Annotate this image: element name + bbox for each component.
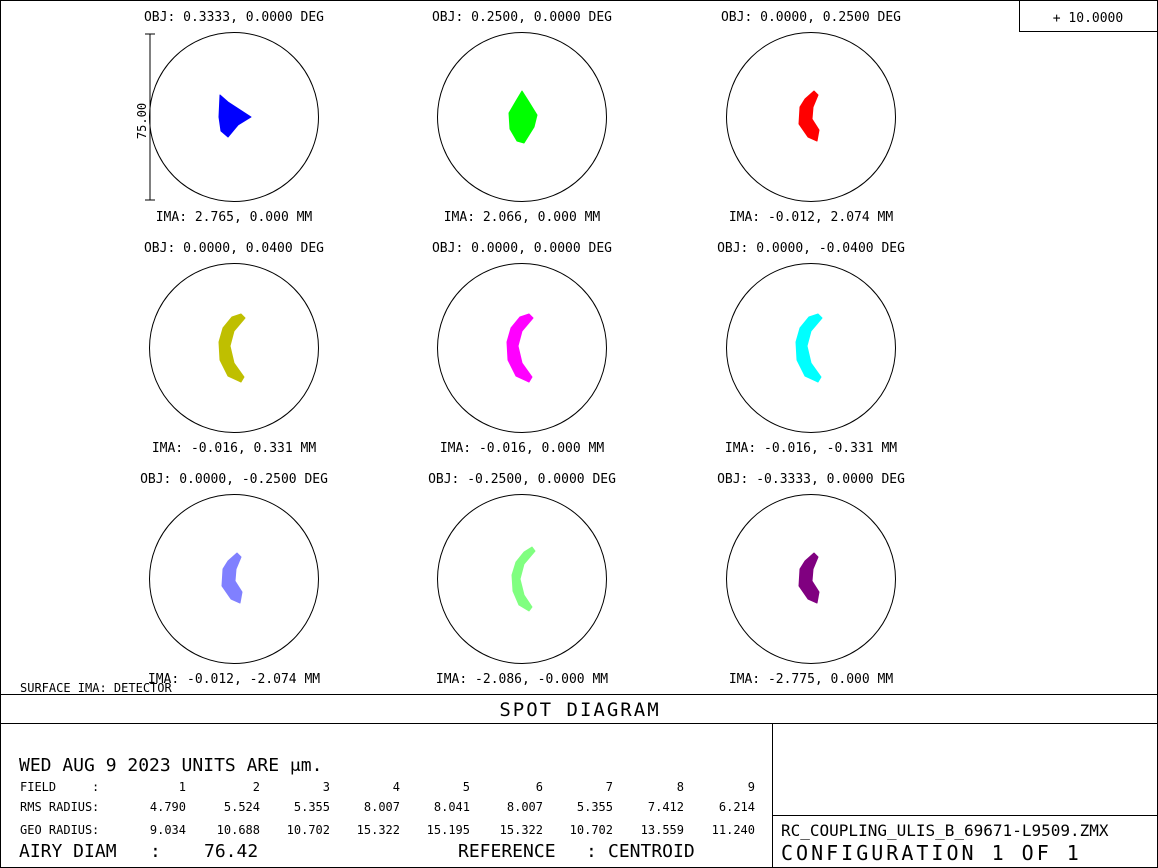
field-ima-label: IMA: -0.012, 2.074 MM: [729, 210, 894, 225]
rms-radius-value: 4.790: [150, 800, 186, 814]
airy-circle: [437, 494, 607, 664]
field-ima-label: IMA: -0.016, 0.331 MM: [152, 441, 317, 456]
configuration-label: CONFIGURATION 1 OF 1: [781, 841, 1082, 865]
field-number: 5: [463, 780, 470, 794]
airy-value: 76.42: [204, 841, 258, 862]
footer-values: 1 2 3 4 5 6 7 8 9 4.790 5.524 5.355 8.007 8.041 8.007 5…: [150, 780, 755, 837]
spot-pattern: [221, 552, 243, 604]
rms-radius-value: 5.355: [294, 800, 330, 814]
field-obj-label: OBJ: 0.0000, 0.2500 DEG: [721, 10, 901, 25]
airy-label: AIRY DIAM: [19, 841, 117, 862]
scale-box-label: + 10.0000: [1053, 11, 1123, 26]
spot-cell: OBJ: 0.0000, 0.2500 DEG IMA: -0.012, 2.07…: [721, 10, 901, 225]
airy-circle: [437, 263, 607, 433]
spot-pattern: [506, 313, 534, 383]
date-units-line: WED AUG 9 2023 UNITS ARE μm.: [19, 755, 322, 776]
field-ima-label: IMA: -0.016, 0.000 MM: [440, 441, 605, 456]
airy-colon: :: [150, 841, 161, 862]
spot-pattern: [218, 94, 252, 138]
field-row-label: FIELD: [20, 780, 56, 794]
rms-radius-value: 6.214: [719, 800, 755, 814]
geo-radius-value: 15.195: [427, 823, 470, 837]
field-number: 8: [677, 780, 684, 794]
geo-radius-value: 10.702: [287, 823, 330, 837]
geo-radius-value: 11.240: [712, 823, 755, 837]
airy-circle: [437, 32, 607, 202]
field-obj-label: OBJ: 0.2500, 0.0000 DEG: [432, 10, 612, 25]
field-ima-label: IMA: -0.016, -0.331 MM: [725, 441, 897, 456]
field-number: 7: [606, 780, 613, 794]
spot-cell: OBJ: -0.2500, 0.0000 DEG IMA: -2.086, -0.…: [428, 472, 616, 687]
field-number: 3: [323, 780, 330, 794]
spot-cell: OBJ: 0.0000, -0.2500 DEG IMA: -0.012, -2.…: [140, 472, 328, 687]
geo-radius-value: 9.034: [150, 823, 186, 837]
reference-colon: :: [586, 841, 597, 862]
rms-row-label: RMS RADIUS: [20, 800, 92, 814]
scale-bar: 75.00: [135, 33, 155, 201]
airy-circle: [726, 263, 896, 433]
lens-filename: RC_COUPLING_ULIS_B_69671-L9509.ZMX: [781, 821, 1109, 840]
field-obj-label: OBJ: -0.2500, 0.0000 DEG: [428, 472, 616, 487]
geo-radius-value: 15.322: [357, 823, 400, 837]
field-number: 4: [393, 780, 400, 794]
field-ima-label: IMA: -0.012, -2.074 MM: [148, 672, 320, 687]
scale-bar-label: 75.00: [135, 103, 149, 139]
field-ima-label: IMA: -2.775, 0.000 MM: [729, 672, 894, 687]
spot-pattern: [218, 313, 246, 383]
spot-cell: OBJ: 0.2500, 0.0000 DEG IMA: 2.066, 0.000…: [432, 10, 612, 225]
field-obj-label: OBJ: 0.3333, 0.0000 DEG: [144, 10, 324, 25]
field-obj-label: OBJ: 0.0000, -0.0400 DEG: [717, 241, 905, 256]
field-ima-label: IMA: 2.765, 0.000 MM: [156, 210, 313, 225]
plot-title: SPOT DIAGRAM: [499, 699, 660, 721]
reference-label: REFERENCE: [458, 841, 556, 862]
spot-cell: OBJ: -0.3333, 0.0000 DEG IMA: -2.775, 0.0…: [717, 472, 905, 687]
rms-radius-value: 8.007: [364, 800, 400, 814]
spot-cells: OBJ: 0.3333, 0.0000 DEG IMA: 2.765, 0.000…: [140, 10, 905, 687]
airy-circle: [149, 263, 319, 433]
rms-radius-value: 5.355: [577, 800, 613, 814]
airy-circle: [149, 494, 319, 664]
field-row-colon: :: [92, 780, 99, 794]
field-obj-label: OBJ: 0.0000, 0.0400 DEG: [144, 241, 324, 256]
field-obj-label: OBJ: 0.0000, -0.2500 DEG: [140, 472, 328, 487]
rms-radius-value: 8.007: [507, 800, 543, 814]
geo-row-colon: :: [92, 823, 99, 837]
field-obj-label: OBJ: -0.3333, 0.0000 DEG: [717, 472, 905, 487]
geo-radius-value: 13.559: [641, 823, 684, 837]
airy-circle: [726, 494, 896, 664]
field-ima-label: IMA: 2.066, 0.000 MM: [444, 210, 601, 225]
geo-radius-value: 15.322: [500, 823, 543, 837]
spot-pattern: [798, 90, 820, 142]
airy-circle: [726, 32, 896, 202]
spot-cell: OBJ: 0.3333, 0.0000 DEG IMA: 2.765, 0.000…: [144, 10, 324, 225]
rms-radius-value: 7.412: [648, 800, 684, 814]
geo-radius-value: 10.688: [217, 823, 260, 837]
reference-value: CENTROID: [608, 841, 695, 862]
rms-row-colon: :: [92, 800, 99, 814]
field-number: 1: [179, 780, 186, 794]
spot-cell: OBJ: 0.0000, 0.0000 DEG IMA: -0.016, 0.00…: [432, 241, 612, 456]
spot-pattern: [795, 313, 823, 383]
field-number: 9: [748, 780, 755, 794]
geo-radius-value: 10.702: [570, 823, 613, 837]
spot-pattern: [798, 552, 820, 604]
field-number: 2: [253, 780, 260, 794]
rms-radius-value: 5.524: [224, 800, 260, 814]
spot-cell: OBJ: 0.0000, 0.0400 DEG IMA: -0.016, 0.33…: [144, 241, 324, 456]
field-number: 6: [536, 780, 543, 794]
footer-table: WED AUG 9 2023 UNITS ARE μm. FIELD : RMS…: [19, 755, 755, 862]
rms-radius-value: 8.041: [434, 800, 470, 814]
geo-row-label: GEO RADIUS: [20, 823, 92, 837]
field-obj-label: OBJ: 0.0000, 0.0000 DEG: [432, 241, 612, 256]
spot-pattern: [511, 546, 536, 612]
spot-cell: OBJ: 0.0000, -0.0400 DEG IMA: -0.016, -0.…: [717, 241, 905, 456]
field-ima-label: IMA: -2.086, -0.000 MM: [436, 672, 608, 687]
airy-circle: [149, 32, 319, 202]
surface-label: SURFACE IMA: DETECTOR: [20, 681, 172, 695]
spot-pattern: [508, 90, 538, 144]
